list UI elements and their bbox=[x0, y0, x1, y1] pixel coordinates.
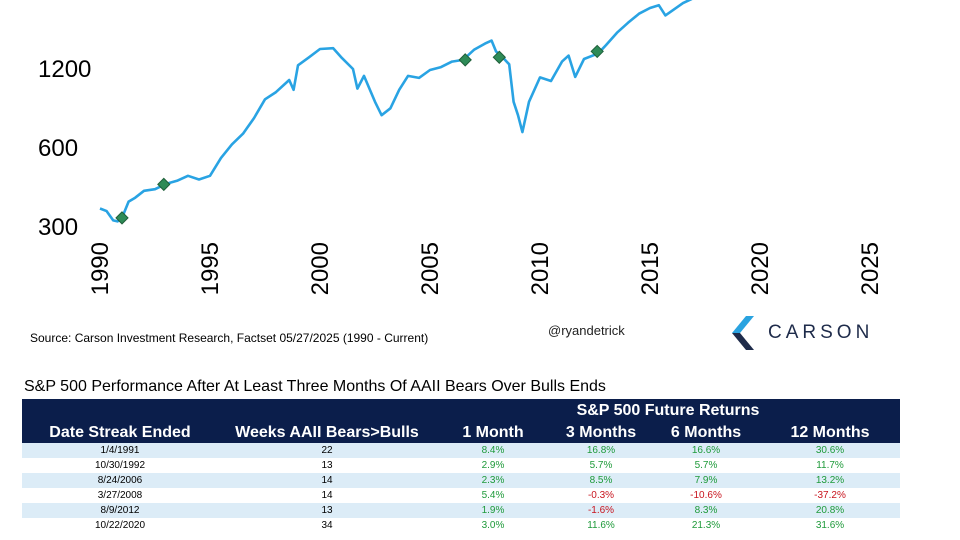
table-cell: 22 bbox=[218, 443, 436, 458]
table-title: S&P 500 Performance After At Least Three… bbox=[24, 378, 606, 395]
streak-end-marker-2 bbox=[458, 53, 472, 67]
y-tick-label-2: 1200 bbox=[38, 56, 91, 83]
table-row: 8/24/2006 14 2.3% 8.5% 7.9% 13.2% bbox=[22, 473, 900, 488]
table-cell: 16.6% bbox=[652, 443, 760, 458]
table-cell: 1/4/1991 bbox=[22, 443, 218, 458]
streak-end-markers bbox=[115, 44, 604, 225]
table-cell: 13.2% bbox=[760, 473, 900, 488]
table-cell: 8.4% bbox=[436, 443, 550, 458]
col-12-months: 12 Months bbox=[760, 422, 900, 443]
x-tick-label-2: 2000 bbox=[307, 242, 334, 295]
table-cell: 1.9% bbox=[436, 503, 550, 518]
table-cell: 14 bbox=[218, 473, 436, 488]
table-cell: 14 bbox=[218, 488, 436, 503]
col-date-streak-ended: Date Streak Ended bbox=[22, 422, 218, 443]
table-cell: 5.7% bbox=[652, 458, 760, 473]
table-cell: 8.3% bbox=[652, 503, 760, 518]
performance-table: S&P 500 Future Returns Date Streak Ended… bbox=[22, 399, 900, 533]
x-axis-ticks: 1990 1995 2000 2005 2010 2015 2020 2025 bbox=[87, 242, 884, 295]
table-cell: -0.3% bbox=[550, 488, 652, 503]
streak-end-marker-1 bbox=[157, 177, 171, 192]
table-cell: 8/9/2012 bbox=[22, 503, 218, 518]
table-cell: 11.6% bbox=[550, 518, 652, 533]
table-cell: 5.7% bbox=[550, 458, 652, 473]
x-tick-label-1: 1995 bbox=[197, 242, 224, 295]
x-tick-label-0: 1990 bbox=[87, 242, 114, 295]
sp500-price-line bbox=[99, 0, 693, 223]
table-row: 3/27/2008 14 5.4% -0.3% -10.6% -37.2% bbox=[22, 488, 900, 503]
table-cell: 31.6% bbox=[760, 518, 900, 533]
x-tick-label-5: 2015 bbox=[637, 242, 664, 295]
sp500-log-chart: 300 600 1200 1990 1995 2000 2005 2010 2015 2020 2… bbox=[38, 0, 884, 295]
x-tick-label-6: 2020 bbox=[747, 242, 774, 295]
col-weeks-bears-over-bulls: Weeks AAII Bears>Bulls bbox=[218, 422, 436, 443]
y-tick-label-0: 300 bbox=[38, 214, 78, 241]
x-tick-label-7: 2025 bbox=[857, 242, 884, 295]
table-cell: 30.6% bbox=[760, 443, 900, 458]
carson-chevron-icon bbox=[732, 316, 754, 350]
table-cell: 11.7% bbox=[760, 458, 900, 473]
table-cell: 3/27/2008 bbox=[22, 488, 218, 503]
table-cell: 16.8% bbox=[550, 443, 652, 458]
table-cell: -1.6% bbox=[550, 503, 652, 518]
table-cell: 8.5% bbox=[550, 473, 652, 488]
table-cell: 5.4% bbox=[436, 488, 550, 503]
table-cell: 10/30/1992 bbox=[22, 458, 218, 473]
table-header-row: Date Streak Ended Weeks AAII Bears>Bulls… bbox=[22, 422, 900, 443]
future-returns-header: S&P 500 Future Returns bbox=[436, 399, 900, 422]
table-row: 1/4/1991 22 8.4% 16.8% 16.6% 30.6% bbox=[22, 443, 900, 458]
table-row: 10/30/1992 13 2.9% 5.7% 5.7% 11.7% bbox=[22, 458, 900, 473]
table-cell: 20.8% bbox=[760, 503, 900, 518]
table-super-header-row: S&P 500 Future Returns bbox=[22, 399, 900, 422]
col-3-months: 3 Months bbox=[550, 422, 652, 443]
table-cell: 3.0% bbox=[436, 518, 550, 533]
table-cell: 13 bbox=[218, 458, 436, 473]
table-row: 10/22/2020 34 3.0% 11.6% 21.3% 31.6% bbox=[22, 518, 900, 533]
y-tick-label-1: 600 bbox=[38, 135, 78, 162]
table-cell: 13 bbox=[218, 503, 436, 518]
table-cell: -37.2% bbox=[760, 488, 900, 503]
table-row: 8/9/2012 13 1.9% -1.6% 8.3% 20.8% bbox=[22, 503, 900, 518]
streak-end-marker-4 bbox=[590, 44, 604, 59]
table-cell: 10/22/2020 bbox=[22, 518, 218, 533]
streak-end-marker-3 bbox=[492, 50, 507, 64]
twitter-handle: @ryandetrick bbox=[548, 323, 625, 338]
streak-end-marker-0 bbox=[115, 211, 129, 225]
x-tick-label-3: 2005 bbox=[417, 242, 444, 295]
table-cell: -10.6% bbox=[652, 488, 760, 503]
table-cell: 2.3% bbox=[436, 473, 550, 488]
brand-name: CARSON bbox=[768, 322, 874, 343]
table-cell: 2.9% bbox=[436, 458, 550, 473]
table-cell: 34 bbox=[218, 518, 436, 533]
col-6-months: 6 Months bbox=[652, 422, 760, 443]
x-tick-label-4: 2010 bbox=[527, 242, 554, 295]
col-1-month: 1 Month bbox=[436, 422, 550, 443]
carson-logo: CARSON bbox=[732, 313, 873, 353]
table-cell: 21.3% bbox=[652, 518, 760, 533]
table-cell: 7.9% bbox=[652, 473, 760, 488]
source-note: Source: Carson Investment Research, Fact… bbox=[30, 331, 429, 345]
y-axis-ticks: 300 600 1200 bbox=[38, 56, 91, 241]
table-cell: 8/24/2006 bbox=[22, 473, 218, 488]
